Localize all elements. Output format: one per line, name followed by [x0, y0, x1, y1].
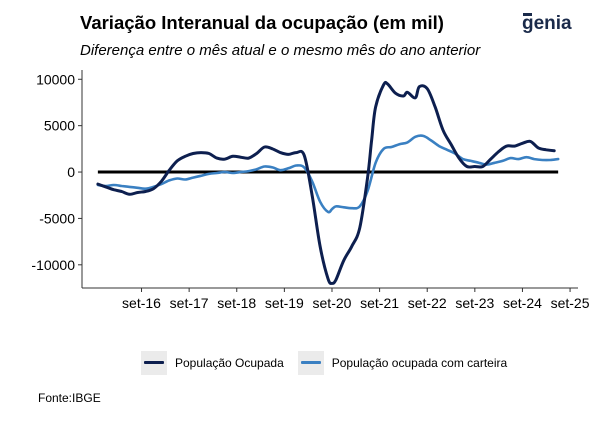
chart-axes: -10000 -5000 0 5000 10000 set-16 set-17 set-18 s…	[31, 70, 590, 311]
x-tick-label: set-23	[455, 295, 494, 311]
chart-series	[96, 80, 560, 285]
x-tick-label: set-22	[408, 295, 447, 311]
y-tick-label: -10000	[31, 257, 75, 273]
legend-label-populacao-carteira: População ocupada com carteira	[331, 355, 508, 370]
y-tick-label: -5000	[39, 210, 75, 226]
x-tick-label: set-21	[360, 295, 399, 311]
legend-swatch-populacao-carteira	[297, 350, 324, 375]
x-tick-label: set-17	[170, 295, 209, 311]
logo-wordmark: genial	[522, 13, 572, 34]
y-tick-label: 0	[67, 164, 75, 180]
source-note: Fonte:IBGE	[38, 391, 101, 405]
y-tick-label: 5000	[44, 118, 75, 134]
legend-item-populacao-ocupada: População Ocupada	[141, 350, 284, 375]
x-tick-label: set-19	[265, 295, 304, 311]
legend-swatch-populacao-ocupada	[141, 350, 167, 375]
chart-title: Variação Interanual da ocupação (em mil)	[80, 12, 444, 33]
series-line-populacao-ocupada	[96, 80, 556, 285]
x-tick-label: set-24	[503, 295, 542, 311]
logo-mark	[523, 13, 532, 16]
x-tick-label: set-16	[122, 295, 161, 311]
genial-logo: genial	[522, 13, 572, 34]
chart-legend: População Ocupada População ocupada com …	[141, 350, 521, 375]
x-tick-label: set-25	[551, 295, 590, 311]
y-tick-label: 10000	[36, 71, 75, 87]
x-tick-label: set-18	[217, 295, 256, 311]
chart-subtitle: Diferença entre o mês atual e o mesmo mê…	[80, 42, 481, 59]
series-line-populacao-carteira	[96, 134, 560, 214]
legend-item-populacao-carteira: População ocupada com carteira	[297, 350, 508, 375]
x-tick-label: set-20	[313, 295, 352, 311]
legend-label-populacao-ocupada: População Ocupada	[175, 355, 284, 370]
